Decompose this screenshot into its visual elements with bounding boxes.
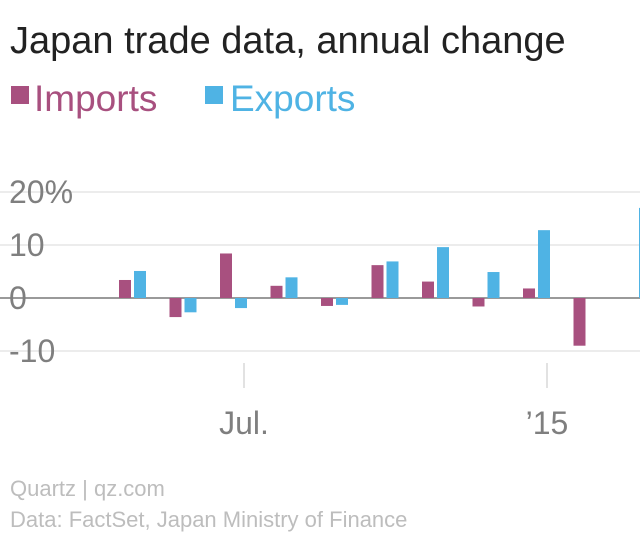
bar-imports-5 [371,265,384,298]
chart-title: Japan trade data, annual change [10,20,566,62]
bar-imports-3 [270,285,283,298]
bar-exports-7 [487,272,500,298]
bar-imports-7 [472,298,485,307]
y-tick-label: -10 [9,333,55,369]
bar-exports-8 [538,230,550,298]
y-tick-label: 0 [9,280,27,316]
bar-imports-9 [573,298,586,346]
bar-imports-2 [220,253,232,298]
source-credit: Quartz | qz.com [10,476,165,501]
y-tick-label: 10 [9,227,45,263]
bars [119,207,640,346]
bar-exports-6 [437,247,449,298]
bar-imports-6 [422,281,434,298]
x-axis: Jul. ’15 [219,363,568,441]
gridlines [0,191,640,352]
bar-exports-5 [386,261,399,298]
x-tick-label: Jul. [219,405,269,441]
bar-imports-8 [523,288,535,298]
bar-exports-4 [336,298,348,305]
bar-imports-1 [169,298,182,318]
legend-label-imports: Imports [34,78,157,119]
bar-imports-4 [321,298,333,306]
legend: Imports Exports [11,78,355,119]
bar-exports-1 [184,298,197,313]
legend-label-exports: Exports [230,78,355,119]
bar-exports-3 [285,277,298,298]
x-tick-label: ’15 [526,405,569,441]
y-axis-labels: 20% 10 0 -10 [9,174,73,369]
y-tick-label: 20% [9,174,73,210]
bar-exports-2 [235,298,247,309]
legend-swatch-imports [11,86,29,104]
legend-swatch-exports [205,86,223,104]
bar-exports-0 [134,270,146,298]
data-source: Data: FactSet, Japan Ministry of Finance [10,507,407,532]
bar-imports-0 [119,279,131,298]
